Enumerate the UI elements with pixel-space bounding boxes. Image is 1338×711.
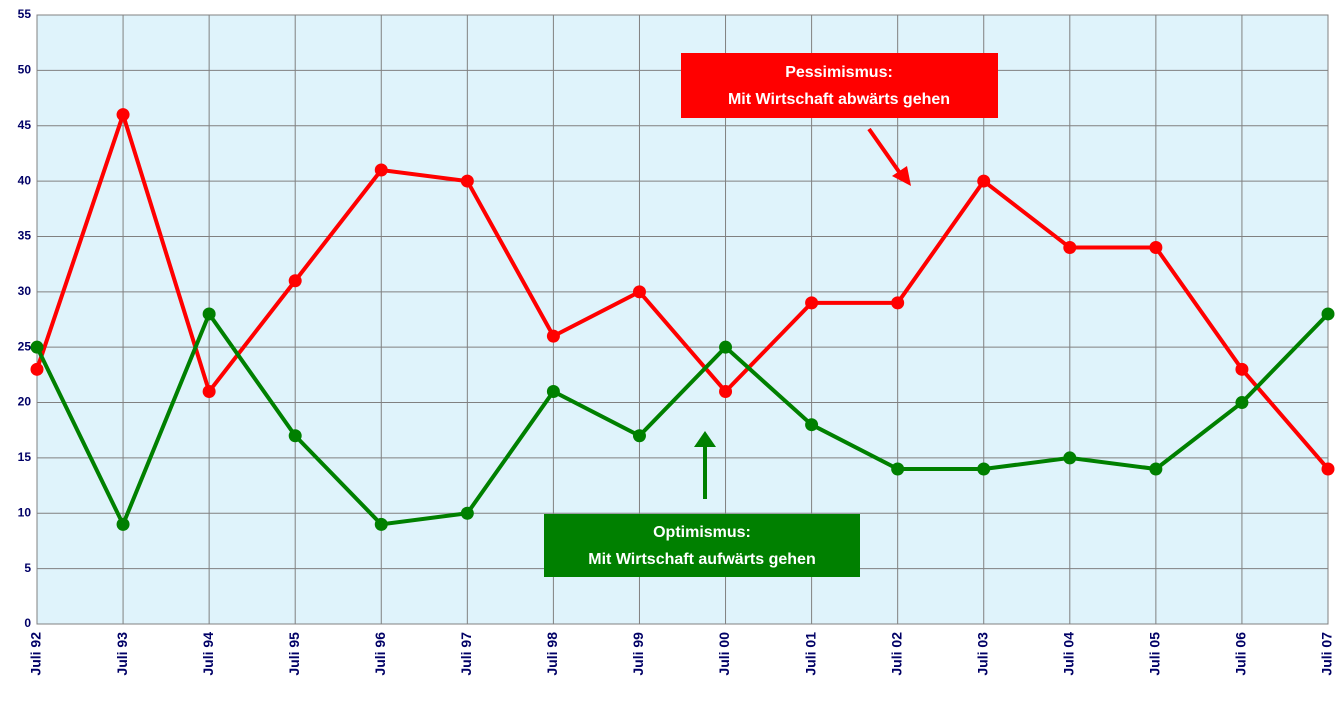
data-point <box>288 274 302 288</box>
x-tick-label: Juli 00 <box>716 632 732 676</box>
data-point <box>977 462 991 476</box>
annotation-arrow <box>867 127 904 178</box>
data-point <box>288 429 302 443</box>
data-point <box>30 340 44 354</box>
data-point <box>1063 451 1077 465</box>
data-point <box>805 296 819 310</box>
data-point <box>202 307 216 321</box>
annotation-box <box>544 514 860 577</box>
data-point <box>460 506 474 520</box>
data-point <box>116 517 130 531</box>
series-line <box>35 309 1330 530</box>
x-tick-label: Juli 05 <box>1147 632 1163 676</box>
x-tick-label: Juli 98 <box>544 632 560 676</box>
data-point <box>632 285 646 299</box>
series-layer <box>30 108 1335 531</box>
annotation-box <box>681 53 998 118</box>
x-tick-label: Juli 03 <box>974 632 990 676</box>
data-point <box>116 108 130 122</box>
data-point <box>1235 362 1249 376</box>
data-point <box>30 362 44 376</box>
x-tick-label: Juli 01 <box>802 632 818 676</box>
data-point <box>719 384 733 398</box>
data-point <box>374 517 388 531</box>
data-point <box>546 384 560 398</box>
data-point <box>546 329 560 343</box>
data-point <box>632 429 646 443</box>
y-tick-label: 20 <box>18 395 32 409</box>
annotation-arrowhead <box>694 431 716 447</box>
data-point <box>1149 241 1163 255</box>
x-tick-label: Juli 97 <box>458 632 474 676</box>
data-point <box>719 340 733 354</box>
data-point <box>805 418 819 432</box>
annotation-text: Optimismus: <box>653 524 751 541</box>
data-point <box>202 384 216 398</box>
data-point <box>1149 462 1163 476</box>
x-tick-label: Juli 94 <box>200 632 216 676</box>
y-tick-label: 15 <box>18 450 32 464</box>
y-tick-label: 40 <box>18 173 32 187</box>
y-tick-label: 35 <box>18 229 32 243</box>
data-point <box>374 163 388 177</box>
y-tick-label: 25 <box>18 339 32 353</box>
x-tick-label: Juli 93 <box>114 632 130 676</box>
y-tick-label: 0 <box>24 616 31 630</box>
data-point <box>977 174 991 188</box>
annotation-text: Mit Wirtschaft abwärts gehen <box>728 91 950 108</box>
data-point <box>891 296 905 310</box>
annotation-text: Mit Wirtschaft aufwärts gehen <box>588 551 815 568</box>
y-tick-label: 10 <box>18 505 32 519</box>
y-tick-label: 30 <box>18 284 32 298</box>
y-tick-label: 55 <box>18 7 32 21</box>
annotation-arrowhead <box>892 166 911 186</box>
x-tick-label: Juli 95 <box>286 632 302 676</box>
y-tick-label: 45 <box>18 118 32 132</box>
x-tick-label: Juli 04 <box>1061 632 1077 676</box>
x-tick-label: Juli 06 <box>1233 632 1249 676</box>
y-tick-label: 5 <box>24 561 31 575</box>
y-tick-label: 50 <box>18 63 32 77</box>
x-tick-label: Juli 99 <box>630 632 646 676</box>
annotation-text: Pessimismus: <box>785 64 893 81</box>
series-line <box>35 108 1330 471</box>
x-tick-label: Juli 02 <box>888 632 904 676</box>
data-point <box>891 462 905 476</box>
data-point <box>1063 241 1077 255</box>
data-point <box>460 174 474 188</box>
x-tick-label: Juli 96 <box>372 632 388 676</box>
x-tick-label: Juli 92 <box>28 632 44 676</box>
data-point <box>1235 396 1249 410</box>
data-point <box>1321 462 1335 476</box>
x-tick-label: Juli 07 <box>1319 632 1335 676</box>
data-point <box>1321 307 1335 321</box>
